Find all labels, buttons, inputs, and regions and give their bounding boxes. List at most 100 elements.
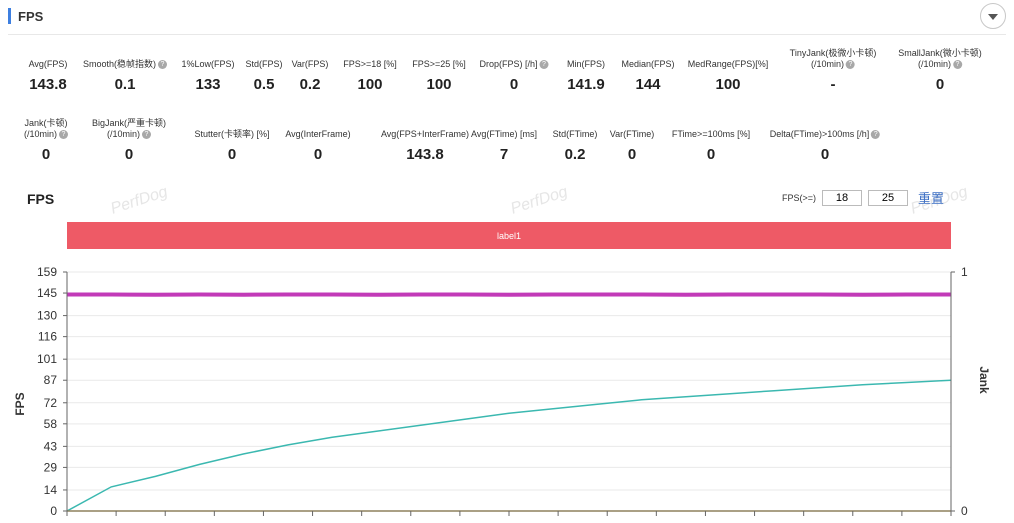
stat-value: 100 bbox=[357, 76, 383, 93]
stat-label-text: Jank(卡顿) bbox=[24, 118, 68, 128]
stat-label-text: Smooth(稳帧指数)? bbox=[83, 59, 168, 70]
stat-item: Var(FTime) 0 bbox=[610, 118, 655, 163]
fps-chart: 159 145 130 116 101 87 72 58 43 29 14 0 1 0 FPS Jank bbox=[13, 265, 991, 518]
stat-item: Stutter(卡顿率) [%] 0 bbox=[194, 118, 269, 163]
watermark: PerfDog bbox=[508, 183, 570, 218]
stat-value: 0 bbox=[124, 146, 134, 163]
stat-label: Var(FTime) bbox=[610, 118, 655, 140]
stat-value: 7 bbox=[499, 146, 509, 163]
label-bar-text: label1 bbox=[496, 230, 522, 241]
stat-label-text: Std(FTime) bbox=[552, 129, 598, 139]
stat-label: Std(FPS) bbox=[245, 48, 282, 70]
stat-item: Var(FPS) 0.2 bbox=[292, 48, 329, 93]
stat-item: SmallJank(微小卡顿) (/10min)? 0 bbox=[898, 48, 982, 93]
y-tick-label: 145 bbox=[37, 286, 57, 300]
stat-label-text: 1%Low(FPS) bbox=[181, 59, 235, 69]
y-tick-label: 14 bbox=[44, 483, 58, 497]
chart-title: FPS bbox=[27, 191, 55, 207]
stat-value: 141.9 bbox=[567, 76, 605, 93]
stat-label-text: Avg(FPS) bbox=[28, 59, 68, 69]
stat-item: Jank(卡顿) (/10min)? 0 bbox=[24, 118, 69, 163]
stat-value: 0.2 bbox=[299, 76, 321, 93]
stat-item: MedRange(FPS)[%] 100 bbox=[688, 48, 769, 93]
stat-value: 133 bbox=[195, 76, 221, 93]
divider bbox=[8, 34, 1006, 35]
stat-item: Avg(FTime) [ms] 7 bbox=[471, 118, 537, 163]
stat-item: Avg(FPS+InterFrame) 143.8 bbox=[381, 118, 469, 163]
help-icon[interactable]: ? bbox=[871, 130, 881, 140]
stat-label: Smooth(稳帧指数)? bbox=[83, 48, 168, 70]
stat-label: Stutter(卡顿率) [%] bbox=[194, 118, 269, 140]
stat-label: Drop(FPS) [/h]? bbox=[479, 48, 549, 70]
stat-value: 144 bbox=[635, 76, 661, 93]
threshold-controls: FPS(>=) 重置 bbox=[782, 188, 944, 207]
stat-value: 0 bbox=[935, 76, 945, 93]
stat-value: 0 bbox=[313, 146, 323, 163]
threshold-input-2[interactable] bbox=[868, 189, 909, 206]
stat-value: 0.5 bbox=[253, 76, 275, 93]
help-icon[interactable]: ? bbox=[59, 130, 69, 140]
stat-label: TinyJank(极微小卡顿) (/10min)? bbox=[790, 48, 876, 70]
stat-value: 0 bbox=[227, 146, 237, 163]
stat-label-text: Std(FPS) bbox=[245, 59, 283, 69]
reset-button[interactable]: 重置 bbox=[918, 191, 945, 206]
watermark: PerfDog bbox=[108, 183, 170, 218]
stat-label-text: MedRange(FPS)[%] bbox=[687, 59, 769, 69]
stat-label-text: Median(FPS) bbox=[621, 59, 675, 69]
y2-axis-title: Jank bbox=[977, 366, 991, 394]
y-tick-label: 58 bbox=[44, 417, 58, 431]
help-icon[interactable]: ? bbox=[953, 60, 963, 70]
stat-label: Avg(FPS+InterFrame) bbox=[381, 118, 469, 140]
stat-label-text: Var(FPS) bbox=[291, 59, 329, 69]
stat-label: FPS>=18 [%] bbox=[343, 48, 397, 70]
stat-item: Min(FPS) 141.9 bbox=[567, 48, 605, 93]
stat-item: FPS>=18 [%] 100 bbox=[343, 48, 397, 93]
y2-tick-label: 0 bbox=[961, 504, 968, 518]
stat-label-text: FPS>=18 [%] bbox=[343, 59, 397, 69]
stat-value: 100 bbox=[715, 76, 741, 93]
help-icon[interactable]: ? bbox=[158, 60, 168, 70]
y-tick-label: 72 bbox=[44, 396, 58, 410]
stat-value: - bbox=[830, 76, 836, 93]
stat-label: Jank(卡顿) (/10min)? bbox=[24, 118, 69, 140]
title-accent bbox=[8, 8, 11, 24]
stat-label-text: Avg(FPS+InterFrame) bbox=[380, 129, 470, 139]
stat-label-text: Stutter(卡顿率) [%] bbox=[194, 129, 270, 139]
stat-item: FTime>=100ms [%] 0 bbox=[672, 118, 750, 163]
stat-label-text: Var(FTime) bbox=[609, 129, 655, 139]
y-tick-label: 116 bbox=[38, 330, 57, 344]
label-bar[interactable]: label1 bbox=[67, 222, 951, 249]
stat-item: Drop(FPS) [/h]? 0 bbox=[479, 48, 549, 93]
stat-label: BigJank(严重卡顿) (/10min)? bbox=[92, 118, 166, 140]
stat-value: 0.2 bbox=[564, 146, 586, 163]
stat-label: Avg(FTime) [ms] bbox=[471, 118, 537, 140]
help-icon[interactable]: ? bbox=[539, 60, 549, 70]
stat-item: BigJank(严重卡顿) (/10min)? 0 bbox=[92, 118, 166, 163]
stat-value: 143.8 bbox=[406, 146, 444, 163]
help-icon[interactable]: ? bbox=[142, 130, 152, 140]
y-tick-label: 159 bbox=[37, 265, 57, 279]
stat-label-text: FPS>=25 [%] bbox=[412, 59, 466, 69]
stat-label: MedRange(FPS)[%] bbox=[688, 48, 769, 70]
stat-label: SmallJank(微小卡顿) (/10min)? bbox=[898, 48, 982, 70]
y-tick-label: 0 bbox=[50, 504, 57, 518]
collapse-button[interactable] bbox=[980, 3, 1006, 29]
y-tick-label: 87 bbox=[44, 373, 58, 387]
stat-value: 143.8 bbox=[29, 76, 67, 93]
panel-header: FPS bbox=[8, 7, 43, 25]
stat-label: Avg(FPS) bbox=[29, 48, 68, 70]
threshold-input-1[interactable] bbox=[822, 189, 863, 206]
stat-item: Std(FTime) 0.2 bbox=[553, 118, 598, 163]
stat-item: 1%Low(FPS) 133 bbox=[181, 48, 234, 93]
stat-label: Delta(FTime)>100ms [/h]? bbox=[770, 118, 881, 140]
stat-label-text: FTime>=100ms [%] bbox=[671, 129, 751, 139]
stat-label: 1%Low(FPS) bbox=[181, 48, 234, 70]
stat-item: Median(FPS) 144 bbox=[621, 48, 674, 93]
stat-label-unit: (/10min)? bbox=[107, 129, 152, 140]
help-icon[interactable]: ? bbox=[846, 60, 855, 70]
panel-title: FPS bbox=[18, 8, 44, 24]
stat-item: TinyJank(极微小卡顿) (/10min)? - bbox=[790, 48, 877, 93]
stat-value: 100 bbox=[426, 76, 452, 93]
stat-label-text: Avg(InterFrame) bbox=[285, 129, 351, 139]
stat-label-unit: (/10min)? bbox=[918, 59, 963, 70]
